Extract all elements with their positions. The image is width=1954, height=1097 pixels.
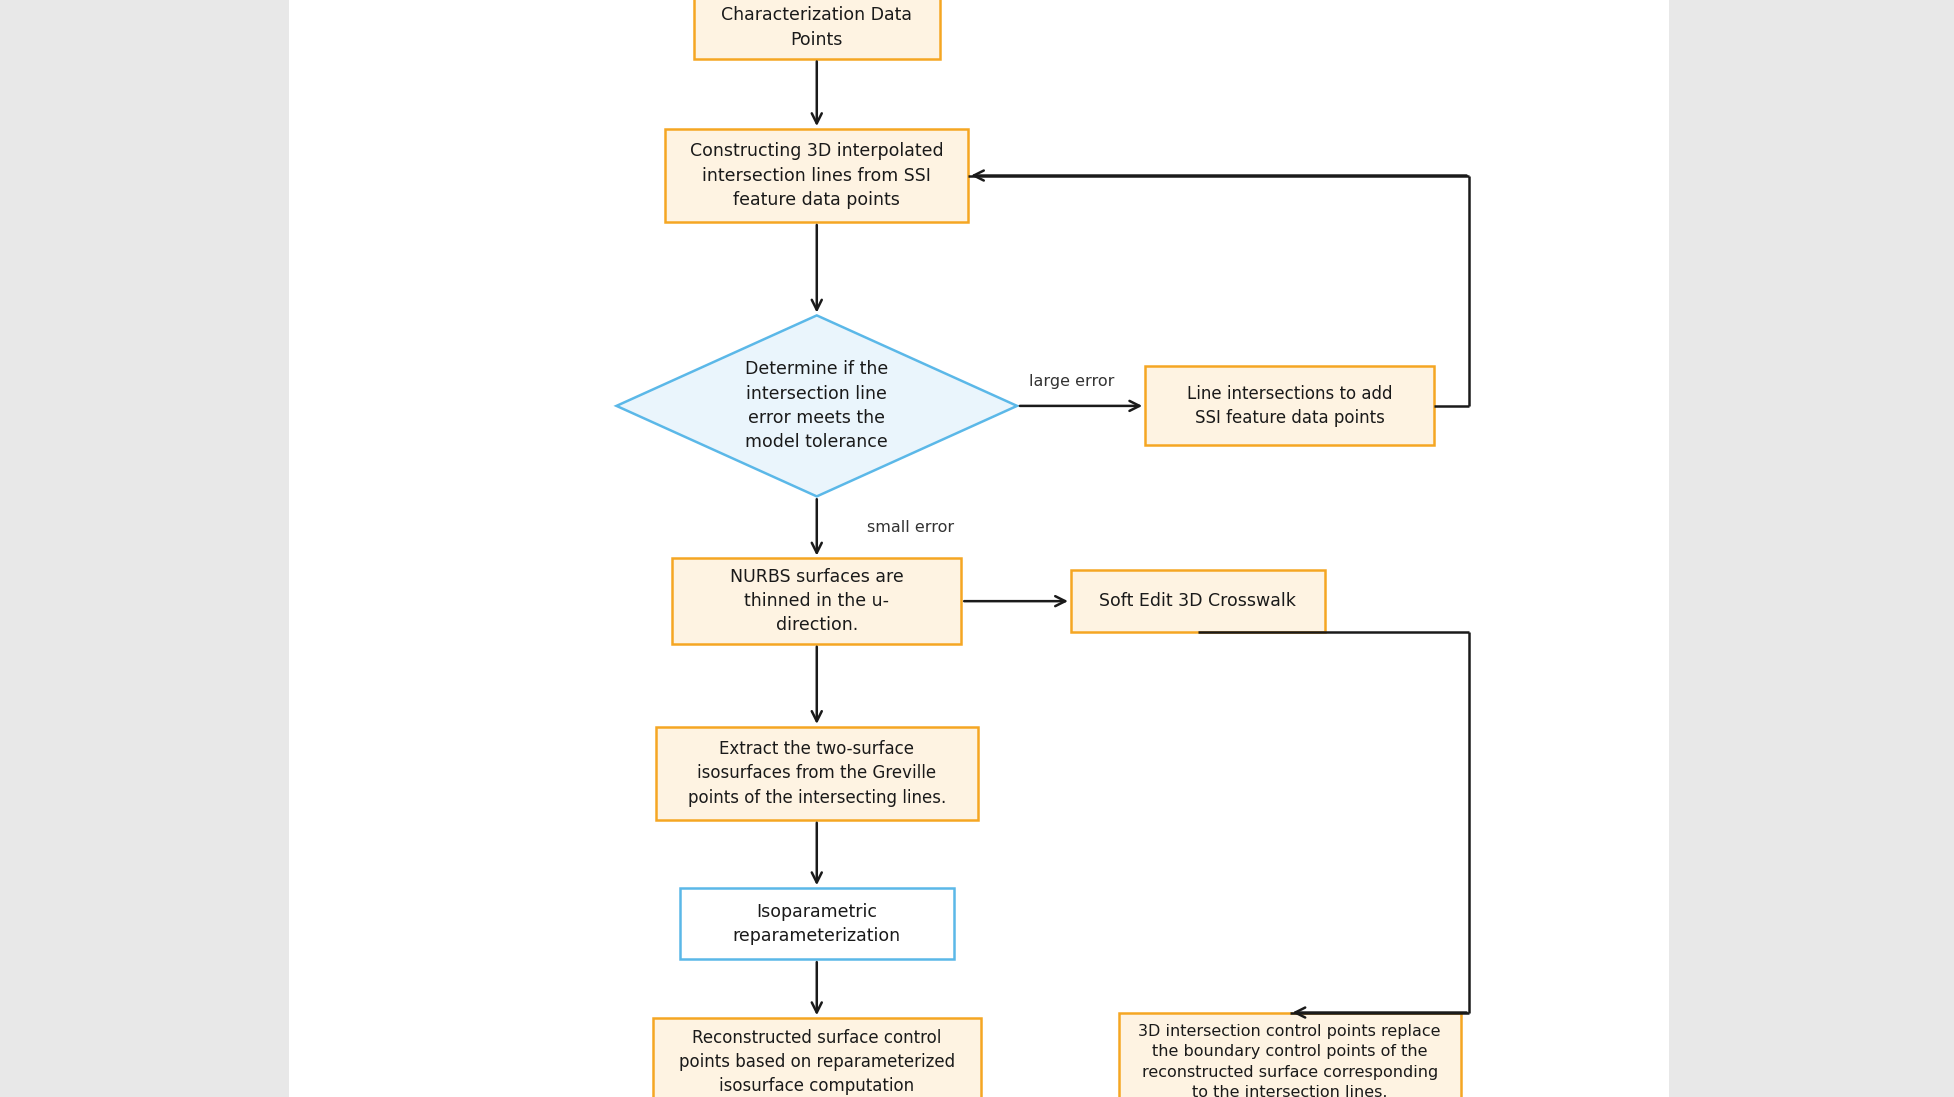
Bar <box>694 0 940 58</box>
Text: small error: small error <box>868 520 954 535</box>
Text: Characterization Data
Points: Characterization Data Points <box>721 7 913 48</box>
Bar <box>655 726 977 821</box>
Bar <box>672 558 961 644</box>
Polygon shape <box>617 316 1016 496</box>
Text: Soft Edit 3D Crosswalk: Soft Edit 3D Crosswalk <box>1100 592 1296 610</box>
Text: Determine if the
intersection line
error meets the
model tolerance: Determine if the intersection line error… <box>744 361 889 451</box>
Bar <box>680 889 954 959</box>
Bar <box>289 0 1669 1097</box>
Text: Isoparametric
reparameterization: Isoparametric reparameterization <box>733 903 901 945</box>
Text: large error: large error <box>1028 374 1114 389</box>
Text: NURBS surfaces are
thinned in the u-
direction.: NURBS surfaces are thinned in the u- dir… <box>731 568 903 634</box>
Text: Reconstructed surface control
points based on reparameterized
isosurface computa: Reconstructed surface control points bas… <box>678 1029 956 1095</box>
Bar <box>1118 1013 1462 1097</box>
Bar <box>664 129 967 222</box>
Text: Constructing 3D interpolated
intersection lines from SSI
feature data points: Constructing 3D interpolated intersectio… <box>690 143 944 208</box>
Text: Line intersections to add
SSI feature data points: Line intersections to add SSI feature da… <box>1186 385 1393 427</box>
Bar <box>1145 366 1434 445</box>
Text: Extract the two-surface
isosurfaces from the Greville
points of the intersecting: Extract the two-surface isosurfaces from… <box>688 740 946 806</box>
Text: 3D intersection control points replace
the boundary control points of the
recons: 3D intersection control points replace t… <box>1139 1024 1440 1097</box>
Bar <box>653 1018 981 1097</box>
Bar <box>1071 570 1325 632</box>
